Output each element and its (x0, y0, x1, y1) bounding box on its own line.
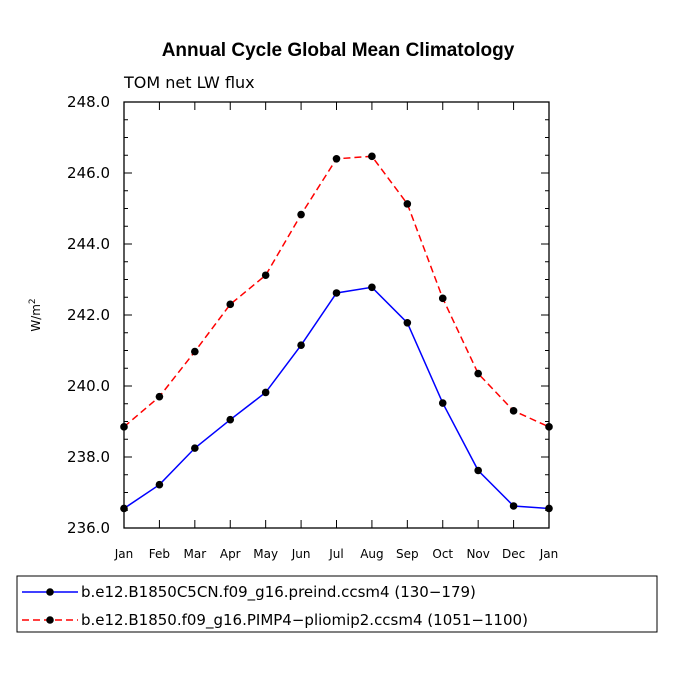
chart-title: Annual Cycle Global Mean Climatology (162, 40, 515, 61)
data-point (191, 444, 199, 452)
data-point (403, 319, 412, 327)
x-tick-label: Jan (114, 547, 134, 561)
x-tick-label: Apr (220, 547, 241, 561)
legend: b.e12.B1850C5CN.f09_g16.preind.ccsm4 (13… (16, 575, 658, 633)
series-layer (120, 152, 553, 513)
y-tick-label: 248.0 (67, 93, 110, 111)
data-point (226, 300, 235, 309)
x-tick-label: Mar (184, 547, 207, 561)
x-tick-label: Oct (432, 547, 453, 561)
x-tick-label: May (253, 547, 278, 561)
data-point (368, 152, 376, 161)
x-tick-label: Jul (328, 547, 343, 561)
legend-box (16, 575, 658, 633)
data-point (261, 388, 270, 397)
data-point (474, 466, 482, 475)
y-tick-label: 238.0 (67, 448, 110, 466)
x-tick-label: Dec (502, 547, 525, 561)
data-point (297, 341, 305, 349)
legend-label-1: b.e12.B1850C5CN.f09_g16.preind.ccsm4 (13… (81, 583, 476, 602)
data-point (474, 369, 482, 378)
data-point (509, 502, 518, 510)
data-point (332, 289, 341, 297)
y-tick-labels: 236.0 238.0 240.0 242.0 244.0 246.0 248.0 (67, 93, 110, 537)
data-point (332, 155, 341, 163)
x-tick-labels: Jan Feb Mar Apr May Jun Jul Aug Sep Oct Nov Dec Jan (114, 547, 559, 561)
legend-label-2: b.e12.B1850.f09_g16.PIMP4−pliomip2.ccsm4… (81, 611, 528, 630)
x-tick-label: Jun (291, 547, 311, 561)
y-axis-label: W/m2 (28, 298, 43, 331)
plot-frame (123, 101, 550, 529)
x-tick-label: Nov (466, 547, 489, 561)
data-point (368, 283, 376, 292)
data-point (509, 407, 518, 415)
x-tick-label: Jan (539, 547, 559, 561)
y-tick-label: 240.0 (67, 377, 110, 395)
data-point (297, 210, 305, 219)
data-point (438, 294, 447, 303)
data-point (403, 200, 412, 208)
y-tick-label: 236.0 (67, 519, 110, 537)
y-tick-label: 242.0 (67, 306, 110, 324)
y-tick-label: 246.0 (67, 164, 110, 182)
chart-subtitle: TOM net LW flux (123, 73, 255, 92)
x-tick-label: Feb (149, 547, 170, 561)
data-point (155, 392, 164, 401)
axis-ticks (123, 101, 550, 529)
data-point (438, 399, 447, 407)
data-point (191, 347, 199, 356)
legend-marker-1 (46, 588, 54, 596)
legend-marker-2 (46, 616, 54, 624)
data-point (155, 480, 164, 489)
x-tick-label: Aug (360, 547, 383, 561)
y-tick-label: 244.0 (67, 235, 110, 253)
x-tick-label: Sep (396, 547, 419, 561)
data-point (261, 271, 270, 280)
data-point (226, 415, 235, 424)
series-line-1 (123, 286, 550, 510)
